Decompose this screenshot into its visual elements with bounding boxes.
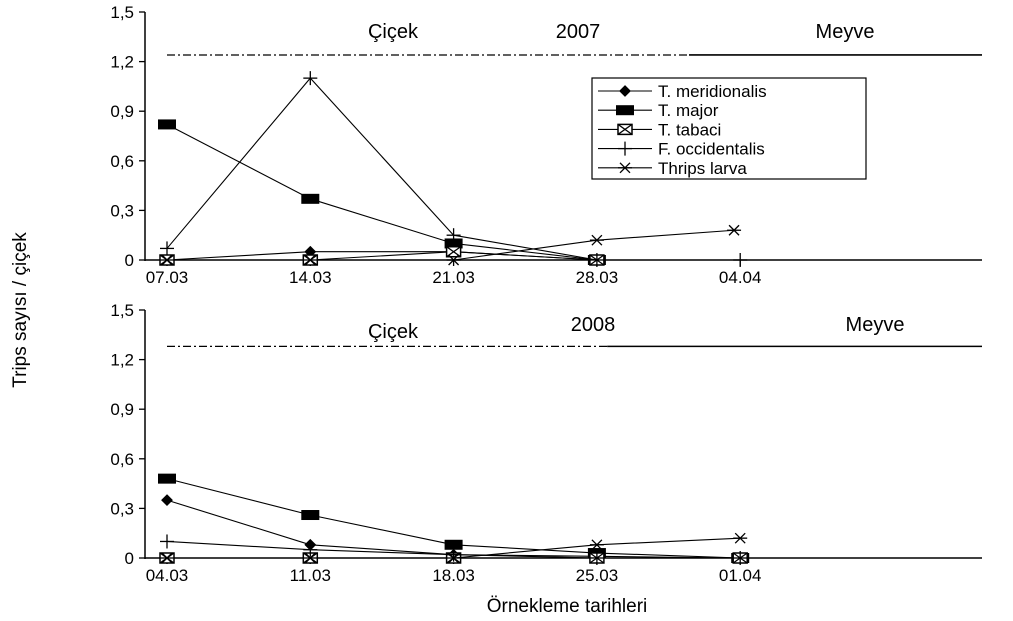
data-point xyxy=(589,234,604,246)
x-tick-label: 01.04 xyxy=(719,566,762,585)
x-tick-label: 28.03 xyxy=(576,268,619,287)
series-line xyxy=(166,123,597,261)
year-label: 2007 xyxy=(556,21,601,43)
y-tick-label: 0,6 xyxy=(110,450,134,469)
y-tick-label: 0,3 xyxy=(110,201,134,220)
asterisk-icon xyxy=(618,162,632,174)
data-point xyxy=(446,552,461,564)
data-point xyxy=(446,228,461,243)
crossed-square-icon xyxy=(617,123,633,136)
legend-item: F. occidentalis xyxy=(598,140,765,159)
diamond-icon xyxy=(619,85,631,97)
legend-label: T. major xyxy=(658,101,719,120)
fruit-phase-label: Meyve xyxy=(816,21,875,43)
data-point xyxy=(446,547,461,562)
x-tick-label: 04.03 xyxy=(146,566,189,585)
flower-phase-label: Çiçek xyxy=(368,321,419,343)
legend-label: T. tabaci xyxy=(658,120,721,139)
x-tick-label: 11.03 xyxy=(290,566,331,585)
legend-label: T. meridionalis xyxy=(658,82,767,101)
data-point xyxy=(589,253,604,267)
data-point xyxy=(160,534,174,549)
square-icon xyxy=(616,105,634,116)
data-point xyxy=(733,532,748,544)
y-tick-label: 0 xyxy=(125,251,134,270)
data-point xyxy=(301,510,320,521)
data-point xyxy=(446,254,461,266)
data-point xyxy=(727,224,742,236)
y-tick-label: 1,5 xyxy=(110,301,134,320)
y-tick-label: 0,9 xyxy=(110,102,134,121)
data-point xyxy=(303,542,318,557)
data-point xyxy=(160,552,174,564)
data-point xyxy=(444,539,463,550)
data-point xyxy=(303,552,318,564)
chart-panel-2008: 0 0,3 0,6 0,9 1,2 1,5 04.03 11.03 18.03 25.03 01.0… xyxy=(110,301,982,585)
legend-label: F. occidentalis xyxy=(658,140,765,159)
x-tick-label: 18.03 xyxy=(432,566,475,585)
plus-icon xyxy=(618,141,632,156)
year-label: 2008 xyxy=(571,314,616,336)
data-point xyxy=(303,71,318,86)
chart-panels: 0 0,3 0,6 0,9 1,2 1,5 07.03 14.03 21.03 28.03 04.0… xyxy=(110,3,982,585)
data-point xyxy=(160,241,174,256)
series-t-major xyxy=(158,119,606,265)
legend-item: T. tabaci xyxy=(598,120,721,139)
data-point xyxy=(733,253,748,267)
data-point xyxy=(444,238,463,249)
series-thrips-larva xyxy=(160,532,748,564)
legend-item: Thrips larva xyxy=(598,159,747,178)
fruit-phase-label: Meyve xyxy=(846,314,905,336)
legend-item: T. major xyxy=(598,101,719,120)
data-point xyxy=(160,254,174,266)
data-point xyxy=(161,494,173,507)
data-point xyxy=(158,473,176,484)
data-point xyxy=(589,551,604,565)
data-point xyxy=(303,254,318,266)
y-axis-title: Trips sayısı / çiçek xyxy=(10,232,31,388)
series-thrips-larva xyxy=(160,224,742,266)
x-tick-label: 21.03 xyxy=(432,268,475,287)
x-tick-label: 25.03 xyxy=(576,566,619,585)
y-tick-label: 0,9 xyxy=(110,400,134,419)
series-f-occidentalis xyxy=(160,534,748,565)
chart-panel-2007: 0 0,3 0,6 0,9 1,2 1,5 07.03 14.03 21.03 28.03 04.0… xyxy=(110,3,982,287)
data-point xyxy=(733,551,748,565)
flower-phase-label: Çiçek xyxy=(368,21,419,43)
y-tick-label: 0,6 xyxy=(110,152,134,171)
y-tick-label: 1,2 xyxy=(110,53,134,72)
y-tick-label: 1,2 xyxy=(110,351,134,370)
y-tick-label: 0,3 xyxy=(110,499,134,518)
y-tick-label: 1,5 xyxy=(110,3,134,22)
series-f-occidentalis xyxy=(160,71,748,267)
legend-item: T. meridionalis xyxy=(598,82,767,101)
data-point xyxy=(158,119,176,130)
x-tick-label: 07.03 xyxy=(146,268,189,287)
data-point xyxy=(301,193,320,204)
x-axis-title: Örnekleme tarihleri xyxy=(487,596,648,617)
data-point xyxy=(589,539,604,551)
legend-box xyxy=(591,77,867,180)
x-tick-label: 14.03 xyxy=(289,268,332,287)
legend-label: Thrips larva xyxy=(658,159,747,178)
x-tick-label: 04.04 xyxy=(719,268,762,287)
y-tick-label: 0 xyxy=(125,549,134,568)
